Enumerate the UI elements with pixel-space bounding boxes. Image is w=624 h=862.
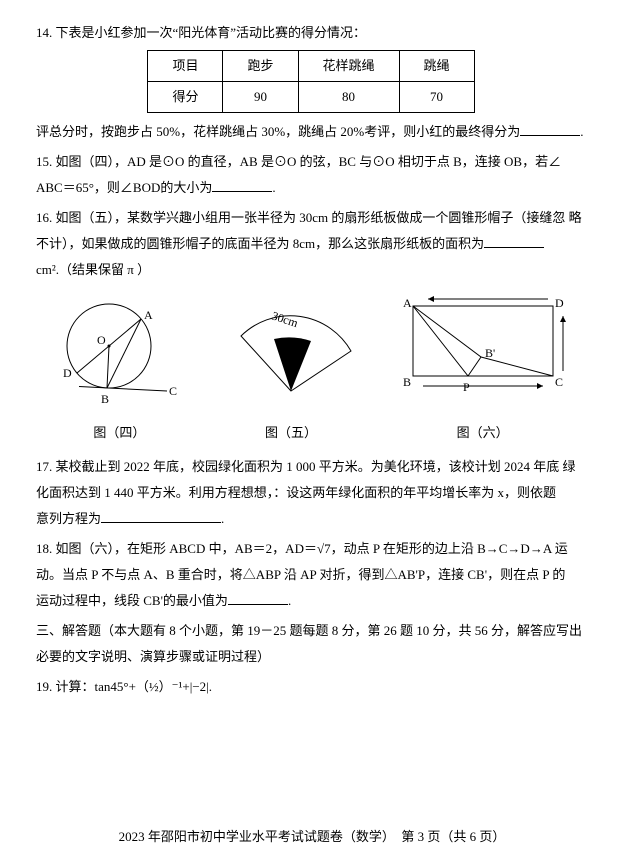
q18-c: 运动过程中，线段 CB'的最小值为 xyxy=(36,593,228,608)
q14-table: 项目 跑步 花样跳绳 跳绳 得分 90 80 70 xyxy=(147,50,474,113)
seg-ob xyxy=(107,346,109,388)
figure-row: O A D B C 图（四） 30cm 图（五） xyxy=(36,291,586,446)
th: 花样跳绳 xyxy=(298,51,399,82)
label-b: B xyxy=(101,392,109,406)
th: 跑步 xyxy=(223,51,298,82)
label-d: D xyxy=(63,366,72,380)
label-p: P xyxy=(463,380,470,394)
section3: 三、解答题（本大题有 8 个小题，第 19－25 题每题 8 分，第 26 题 … xyxy=(36,618,586,670)
tri-abp-fold xyxy=(413,306,481,376)
seg-cb2 xyxy=(481,357,553,376)
th: 跳绳 xyxy=(399,51,474,82)
fig-four-svg: O A D B C xyxy=(49,291,189,411)
fig-six-svg: A D C B P B' xyxy=(393,291,573,411)
q18-b: 动。当点 P 不与点 A、B 重合时，将△ABP 沿 AP 对折，得到△AB'P… xyxy=(36,567,565,582)
td: 80 xyxy=(298,82,399,113)
q19: 19. 计算：tan45°+（½）⁻¹+|−2|. xyxy=(36,674,586,700)
label-a: A xyxy=(144,308,153,322)
tangent-bc xyxy=(79,387,167,392)
label-c: C xyxy=(169,384,177,398)
q17-c: 意列方程为 xyxy=(36,511,101,526)
blank xyxy=(101,509,221,523)
footer: 2023 年邵阳市初中学业水平考试试题卷（数学） 第 3 页（共 6 页） xyxy=(0,824,624,850)
fig-six-label: 图（六） xyxy=(393,420,573,446)
td: 70 xyxy=(399,82,474,113)
fig-four: O A D B C 图（四） xyxy=(49,291,189,446)
fig-five: 30cm 图（五） xyxy=(216,291,366,446)
q16-c: cm².（结果保留 π ） xyxy=(36,262,150,277)
q15-a: 15. 如图（四），AD 是⊙O 的直径，AB 是⊙O 的弦，BC 与⊙O 相切… xyxy=(36,154,561,169)
punct: . xyxy=(580,124,583,139)
label-b: B xyxy=(403,375,411,389)
table-row: 得分 90 80 70 xyxy=(148,82,474,113)
label-a: A xyxy=(403,296,412,310)
q18-a: 18. 如图（六），在矩形 ABCD 中，AB＝2，AD＝√7，动点 P 在矩形… xyxy=(36,541,568,556)
q14-lead: 14. 下表是小红参加一次“阳光体育”活动比赛的得分情况： xyxy=(36,20,586,46)
q14-tail: 评总分时，按跑步占 50%，花样跳绳占 30%，跳绳占 20%考评，则小红的最终… xyxy=(36,119,586,145)
q15-b: ABC＝65°，则∠BOD的大小为 xyxy=(36,180,212,195)
blank xyxy=(520,122,580,136)
q14-tail-text: 评总分时，按跑步占 50%，花样跳绳占 30%，跳绳占 20%考评，则小红的最终… xyxy=(36,124,520,139)
radius-label: 30cm xyxy=(270,309,300,331)
q16-a: 16. 如图（五），某数学兴趣小组用一张半径为 30cm 的扇形纸板做成一个圆锥… xyxy=(36,210,565,225)
punct: . xyxy=(288,593,291,608)
label-d: D xyxy=(555,296,564,310)
q17-a: 17. 某校截止到 2022 年底，校园绿化面积为 1 000 平方米。为美化环… xyxy=(36,459,559,474)
fig-six: A D C B P B' 图（六） xyxy=(393,291,573,446)
table-row: 项目 跑步 花样跳绳 跳绳 xyxy=(148,51,474,82)
blank xyxy=(228,591,288,605)
label-c: C xyxy=(555,375,563,389)
punct: . xyxy=(221,511,224,526)
fig-five-label: 图（五） xyxy=(216,420,366,446)
td: 得分 xyxy=(148,82,223,113)
th: 项目 xyxy=(148,51,223,82)
blank xyxy=(212,178,272,192)
fig-five-svg: 30cm xyxy=(216,291,366,411)
rect-abcd xyxy=(413,306,553,376)
label-b2: B' xyxy=(485,346,495,360)
fig-four-label: 图（四） xyxy=(49,420,189,446)
td: 90 xyxy=(223,82,298,113)
label-o: O xyxy=(97,333,106,347)
cone-fill xyxy=(274,337,311,391)
blank xyxy=(484,234,544,248)
punct: . xyxy=(272,180,275,195)
